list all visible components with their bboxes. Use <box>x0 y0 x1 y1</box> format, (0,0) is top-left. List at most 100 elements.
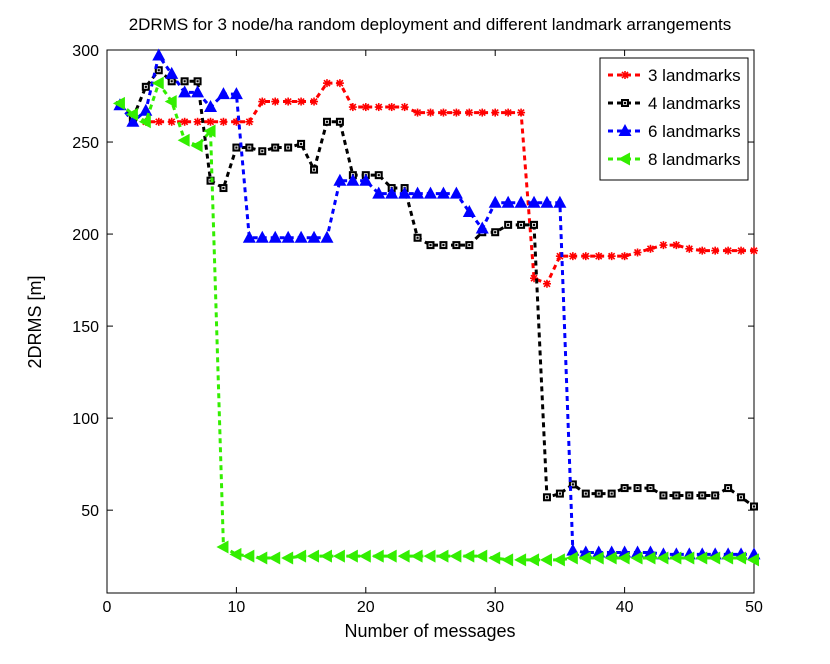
data-point-4-landmarks <box>659 491 668 500</box>
data-point-6-landmarks <box>398 186 412 199</box>
data-point-4-landmarks-inner <box>247 145 252 150</box>
data-point-6-landmarks <box>229 87 243 100</box>
data-point-3-landmarks <box>737 246 746 255</box>
data-point-3-landmarks <box>607 252 616 261</box>
data-point-4-landmarks-inner <box>286 145 291 150</box>
data-point-4-landmarks <box>594 489 603 498</box>
data-point-3-landmarks-stroke-d2 <box>646 245 655 253</box>
data-point-4-landmarks-body <box>154 66 163 75</box>
data-point-8-landmarks <box>721 551 734 565</box>
data-point-3-landmarks-stroke-d2 <box>750 247 758 255</box>
data-point-8-landmarks <box>449 549 462 563</box>
data-point-4-landmarks <box>335 117 344 126</box>
data-point-6-landmarks <box>501 195 515 208</box>
data-point-4-landmarks-body <box>685 491 694 500</box>
data-point-3-landmarks-stroke-d2 <box>401 103 409 111</box>
legend-label-8-landmarks: 8 landmarks <box>648 150 741 169</box>
data-point-4-landmarks-body <box>167 77 176 86</box>
data-point-4-landmarks-body <box>426 241 435 250</box>
data-point-4-landmarks-inner <box>312 167 316 172</box>
data-point-4-landmarks-inner <box>648 486 653 490</box>
data-point-3-landmarks <box>517 108 526 117</box>
data-point-4-landmarks <box>245 143 254 152</box>
data-point-8-landmarks <box>255 551 268 565</box>
data-point-4-landmarks <box>193 77 202 86</box>
data-point-6-landmarks <box>255 230 269 243</box>
data-point-8-landmarks <box>307 549 320 563</box>
data-point-3-landmarks <box>361 103 370 112</box>
data-point-3-landmarks <box>594 252 603 261</box>
data-point-4-landmarks-body <box>555 489 564 498</box>
data-point-8-landmarks <box>190 139 203 153</box>
data-point-8-landmarks <box>397 549 410 563</box>
x-tick-label: 50 <box>745 599 763 616</box>
data-point-3-landmarks-stroke-d2 <box>659 241 667 249</box>
data-point-8-landmarks <box>669 551 682 565</box>
data-point-3-landmarks <box>310 97 319 106</box>
data-point-4-landmarks-body <box>672 491 681 500</box>
data-point-6-landmarks <box>488 195 502 208</box>
data-point-4-landmarks <box>620 484 629 493</box>
data-point-4-landmarks-body <box>374 171 383 180</box>
data-point-3-landmarks-stroke-d2 <box>465 109 473 117</box>
legend-marker-4-landmarks-body <box>621 99 629 107</box>
data-point-3-landmarks-stroke-d2 <box>336 79 344 87</box>
data-point-8-landmarks <box>708 551 721 565</box>
data-point-3-landmarks-stroke-d2 <box>478 109 486 117</box>
data-point-4-landmarks-body <box>439 241 448 250</box>
data-point-8-landmarks <box>617 551 630 565</box>
data-point-6-landmarks <box>372 186 386 199</box>
data-point-3-landmarks-stroke-d2 <box>206 118 215 126</box>
data-point-4-landmarks-body <box>232 143 241 152</box>
data-point-3-landmarks-stroke-d2 <box>491 109 499 117</box>
data-point-4-landmarks-inner <box>687 493 692 498</box>
data-point-6-landmarks <box>359 173 373 186</box>
data-point-8-landmarks <box>501 553 514 567</box>
data-point-4-landmarks <box>568 480 577 489</box>
data-point-3-landmarks-stroke-d2 <box>685 245 693 253</box>
y-tick-label: 250 <box>72 135 99 152</box>
data-point-4-landmarks-body <box>750 502 758 511</box>
data-point-4-landmarks-inner <box>428 243 433 248</box>
data-point-3-landmarks-stroke-d2 <box>181 118 189 126</box>
data-point-6-landmarks <box>424 186 437 199</box>
data-point-6-landmarks <box>462 204 476 217</box>
y-tick-label: 300 <box>72 43 99 60</box>
data-point-4-landmarks-inner <box>143 84 148 89</box>
data-point-8-landmarks <box>695 551 708 565</box>
data-point-3-landmarks <box>426 108 435 117</box>
data-point-4-landmarks-inner <box>570 482 575 487</box>
data-point-4-landmarks-inner <box>415 235 420 240</box>
y-axis-title: 2DRMS [m] <box>25 275 45 368</box>
data-point-4-landmarks-inner <box>700 493 705 498</box>
data-point-4-landmarks-body <box>594 489 603 498</box>
data-point-8-landmarks <box>358 549 371 563</box>
data-point-4-landmarks-body <box>517 220 526 229</box>
data-point-6-landmarks <box>540 195 554 208</box>
data-point-6-landmarks <box>126 114 140 127</box>
data-point-8-landmarks <box>319 549 332 563</box>
data-point-4-landmarks <box>517 220 526 229</box>
data-point-4-landmarks-inner <box>596 491 601 496</box>
data-point-3-landmarks-stroke-d2 <box>194 118 202 126</box>
data-point-6-landmarks <box>553 195 567 208</box>
data-point-3-landmarks-stroke-d2 <box>362 103 370 111</box>
data-point-4-landmarks-inner <box>532 222 536 227</box>
data-point-4-landmarks-body <box>271 143 280 152</box>
data-point-3-landmarks <box>348 103 357 112</box>
data-point-8-landmarks <box>164 95 177 109</box>
data-point-4-landmarks <box>724 484 733 493</box>
data-point-8-landmarks <box>151 76 164 90</box>
data-point-4-landmarks <box>297 139 306 148</box>
data-point-6-landmarks <box>346 173 360 186</box>
data-point-4-landmarks <box>737 493 746 502</box>
data-point-4-landmarks-body <box>737 493 746 502</box>
data-point-3-landmarks <box>465 108 474 117</box>
data-point-8-landmarks <box>281 551 294 565</box>
data-point-8-landmarks <box>112 96 125 110</box>
data-point-3-landmarks-stroke-d2 <box>349 103 357 111</box>
data-point-3-landmarks <box>258 97 267 106</box>
data-point-4-landmarks-body <box>542 493 551 502</box>
legend-label-3-landmarks: 3 landmarks <box>648 66 741 85</box>
data-point-4-landmarks-inner <box>493 230 498 235</box>
